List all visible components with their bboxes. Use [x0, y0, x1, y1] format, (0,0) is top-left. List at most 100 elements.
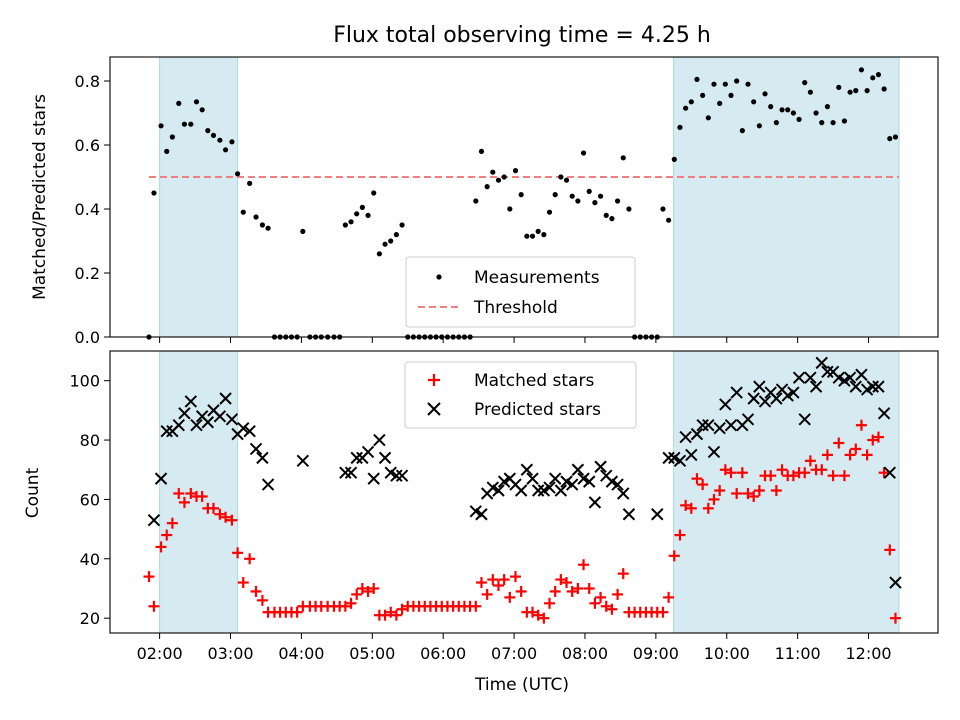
measurement-point — [164, 148, 170, 154]
predicted-star-point — [237, 421, 250, 435]
matched-star-point — [748, 490, 760, 502]
predicted-star-point — [147, 513, 161, 527]
predicted-star-point — [178, 407, 191, 420]
predicted-star-point — [526, 472, 539, 485]
shaded-interval — [159, 350, 239, 634]
bottom-axes-frame — [109, 350, 939, 634]
y-tick-label: 0.6 — [75, 136, 100, 155]
predicted-star-point — [821, 365, 834, 378]
matched-star-point — [855, 419, 867, 431]
y-tick-label: 40 — [80, 550, 100, 569]
bottom-legend: Matched stars Predicted stars — [404, 361, 637, 429]
matched-star-point — [566, 585, 578, 597]
matched-star-point — [680, 499, 692, 511]
measurement-point — [887, 136, 893, 142]
predicted-star-point — [798, 413, 811, 426]
predicted-star-point — [492, 484, 505, 497]
measurement-point — [541, 232, 547, 238]
y-tick-label: 0.4 — [75, 200, 100, 219]
predicted-star-point — [679, 430, 692, 444]
predicted-star-point — [565, 478, 579, 491]
measurement-point — [626, 206, 632, 212]
top-x-axis-ticks — [159, 337, 870, 343]
predicted-star-point — [583, 475, 596, 488]
y-tick-label: 80 — [80, 431, 100, 450]
matched-star-point — [816, 464, 828, 476]
predicted-star-point — [225, 413, 239, 426]
measurement-point — [342, 222, 348, 228]
measurement-point — [603, 212, 609, 218]
predicted-star-point — [256, 451, 269, 465]
x-tick-label: 09:00 — [633, 644, 679, 663]
measurement-point — [683, 105, 689, 111]
matched-star-point — [770, 485, 782, 497]
measurement-point — [247, 180, 253, 186]
predicted-star-point — [866, 380, 879, 393]
measurement-point — [773, 120, 779, 126]
matched-star-point — [668, 550, 680, 562]
predicted-star-point — [758, 395, 772, 408]
matched-star-point — [708, 493, 720, 505]
measurement-point — [853, 88, 859, 94]
top-axes-frame — [109, 56, 939, 338]
top-legend: Measurements Threshold — [405, 256, 636, 328]
x-tick-label: 12:00 — [845, 644, 891, 663]
measurement-point — [507, 206, 513, 212]
bottom-y-axis-label: Count — [23, 467, 43, 518]
matched-star-point — [889, 612, 901, 624]
predicted-star-point — [296, 454, 310, 468]
x-tick-label: 08:00 — [562, 644, 608, 663]
measurement-point — [836, 84, 842, 90]
predicted-star-point — [651, 508, 664, 521]
predicted-star-point — [690, 427, 704, 441]
predicted-star-point — [184, 395, 198, 408]
measurement-point — [666, 217, 672, 223]
measurement-point — [193, 99, 200, 105]
predicted-star-point — [249, 442, 263, 456]
matched-star-point — [612, 588, 624, 600]
matched-star-point — [804, 455, 816, 467]
matched-star-point — [844, 449, 856, 461]
matched-star-point — [595, 591, 607, 603]
measurement-point — [790, 110, 796, 116]
measurement-point — [181, 121, 188, 127]
predicted-star-point — [554, 484, 568, 497]
matched-star-point — [148, 600, 160, 612]
top-legend-box — [405, 256, 636, 328]
measurement-point — [768, 104, 774, 110]
measurement-point — [240, 209, 246, 215]
measurement-point — [796, 116, 802, 122]
predicted-star-point — [843, 371, 857, 384]
matched-star-point — [589, 597, 601, 609]
x-tick-label: 10:00 — [704, 644, 750, 663]
legend-predicted-marker — [427, 402, 441, 416]
predicted-star-point — [889, 576, 902, 589]
top-shaded-intervals — [159, 56, 900, 338]
top-y-axis-label: Matched/Predicted stars — [30, 94, 50, 300]
x-tick-label: 05:00 — [349, 644, 395, 663]
bottom-y-axis-ticks: 20 40 60 80 100 — [69, 372, 110, 628]
matched-star-point — [850, 443, 862, 455]
measurement-point — [371, 190, 377, 196]
y-tick-label: 0.0 — [75, 328, 100, 347]
measurement-point — [824, 104, 831, 110]
measurement-point — [807, 89, 813, 95]
matched-star-point — [356, 582, 368, 594]
predicted-star-point — [390, 469, 403, 482]
matched-stars-points — [143, 419, 901, 624]
matched-star-point — [600, 600, 612, 612]
predicted-star-point — [344, 466, 358, 479]
matched-star-point — [833, 437, 845, 449]
matched-star-point — [339, 600, 351, 612]
matched-star-point — [481, 588, 493, 600]
predicted-star-point — [741, 413, 755, 426]
x-tick-label: 04:00 — [278, 644, 324, 663]
matched-star-point — [244, 553, 256, 565]
matched-star-point — [657, 606, 669, 618]
predicted-star-point — [475, 508, 488, 521]
matched-star-point — [549, 585, 561, 597]
matched-star-point — [606, 603, 618, 615]
measurement-point — [597, 193, 604, 199]
predicted-star-point — [378, 451, 392, 465]
predicted-star-point — [219, 392, 232, 405]
